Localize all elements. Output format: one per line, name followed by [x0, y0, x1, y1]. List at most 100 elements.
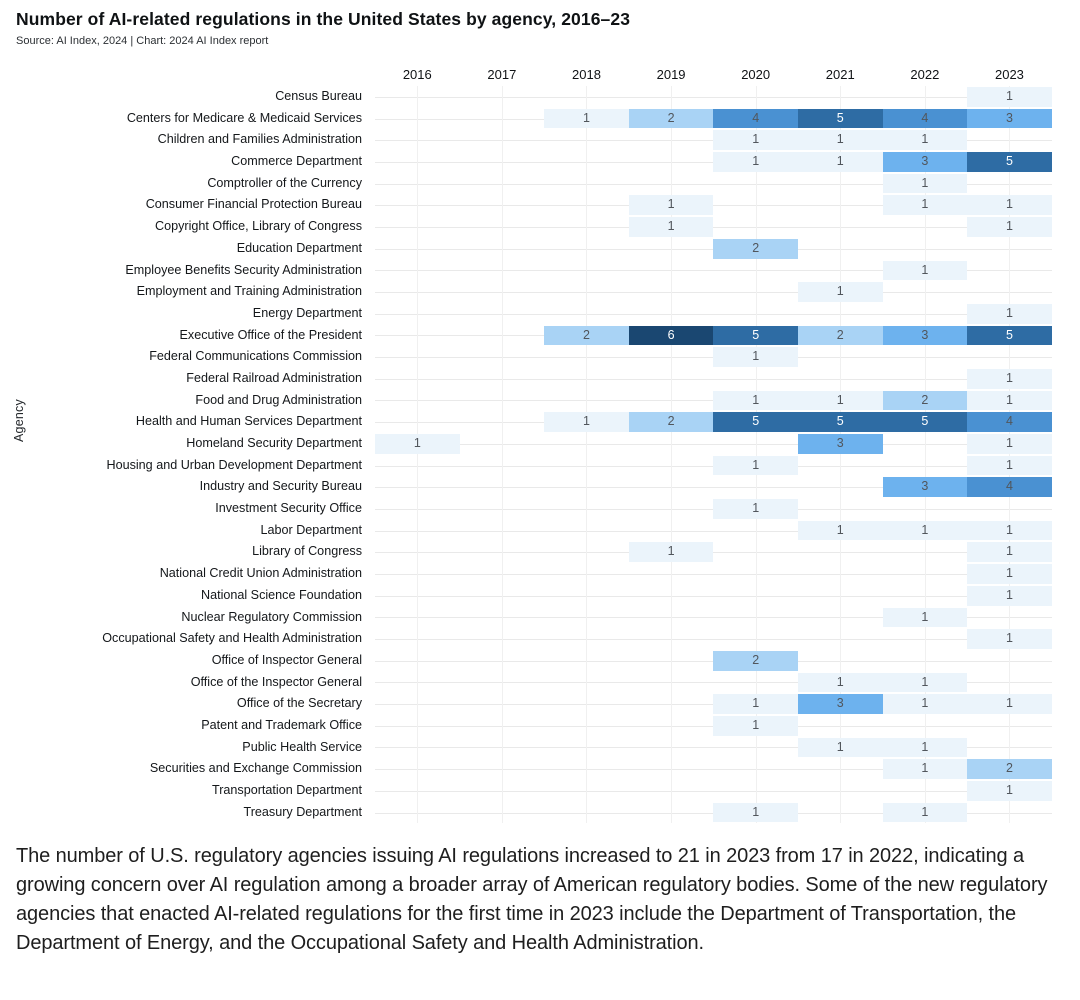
heatmap-cell-2020: 1: [713, 454, 798, 477]
heatmap-cell-2018: [544, 649, 629, 672]
agency-label: Treasury Department: [243, 804, 362, 819]
heatmap-cell-2021: [797, 346, 883, 368]
agency-label: Comptroller of the Currency: [207, 175, 362, 190]
agency-row: Patent and Trademark Office 1: [16, 714, 1064, 737]
heatmap-cell-2017: [459, 541, 545, 563]
agency-label: Transportation Department: [211, 783, 362, 797]
heatmap-cell-2017: [459, 584, 545, 607]
heatmap-cell-2020: [713, 259, 798, 282]
cell-value: 1: [967, 368, 1052, 389]
cell-value: 1: [882, 607, 968, 628]
heatmap-cell-2016: [375, 714, 460, 737]
cell-value: 1: [628, 217, 714, 237]
heatmap-cell-2016: [375, 584, 460, 607]
y-axis-label: Agency: [12, 399, 26, 442]
cell-value: 5: [967, 325, 1052, 346]
agency-row: Securities and Exchange Commission 1 2: [16, 758, 1064, 780]
heatmap-cell-2018: [544, 584, 629, 607]
agency-row: Public Health Service 1 1: [16, 736, 1064, 759]
heatmap-cell-2021: [797, 237, 883, 260]
heatmap-cell-2022: [882, 649, 968, 672]
heatmap-cell-2023: 1: [967, 541, 1052, 563]
heatmap-cell-2022: 1: [882, 259, 968, 282]
heatmap-cell-2021: [797, 649, 883, 672]
cell-value: 1: [967, 303, 1052, 324]
heatmap-cell-2019: [628, 584, 714, 607]
cell-value: 1: [967, 390, 1052, 411]
heatmap-cell-2018: [544, 281, 629, 303]
agency-row: Centers for Medicare & Medicaid Services…: [16, 107, 1064, 130]
heatmap-cell-2016: [375, 107, 460, 130]
heatmap-cell-2019: [628, 237, 714, 260]
heatmap-cell-2016: [375, 476, 460, 498]
heatmap-cell-2022: 1: [882, 194, 968, 216]
cell-value: 1: [882, 694, 968, 714]
heatmap-cell-2023: [967, 281, 1052, 303]
agency-row: Occupational Safety and Health Administr…: [16, 628, 1064, 650]
heatmap-cell-2021: [797, 367, 883, 390]
cell-value: 3: [797, 694, 883, 714]
heatmap-cell-2023: [967, 172, 1052, 195]
heatmap-cell-2023: [967, 346, 1052, 368]
cell-value: 1: [967, 455, 1052, 476]
heatmap-cell-2016: [375, 129, 460, 151]
heatmap-cell-2020: 1: [713, 151, 798, 173]
cell-value: 2: [797, 325, 883, 346]
heatmap-cell-2021: 1: [797, 671, 883, 694]
heatmap-cell-2016: [375, 606, 460, 629]
heatmap-cell-2019: 1: [628, 194, 714, 216]
heatmap-cell-2018: [544, 151, 629, 173]
heatmap-cell-2021: [797, 302, 883, 325]
year-header-2021: 2021: [825, 66, 855, 82]
heatmap-cell-2020: 5: [713, 411, 798, 433]
agency-label: Labor Department: [260, 522, 362, 537]
heatmap-cell-2017: [459, 433, 545, 455]
heatmap-cell-2023: 1: [967, 584, 1052, 607]
chart-title: Number of AI-related regulations in the …: [16, 9, 631, 29]
heatmap-cell-2018: [544, 476, 629, 498]
cell-value: 1: [544, 412, 629, 433]
heatmap-grid: Census Bureau 1 Centers for Medicare & Med…: [16, 86, 1064, 824]
heatmap-cell-2017: [459, 563, 545, 585]
heatmap-cell-2020: [713, 433, 798, 455]
heatmap-cell-2016: [375, 411, 460, 433]
cell-value: 1: [713, 455, 798, 476]
agency-row: Census Bureau 1: [16, 86, 1064, 108]
heatmap-cell-2016: [375, 302, 460, 325]
heatmap-cell-2021: [797, 454, 883, 477]
cell-value: 1: [967, 781, 1052, 801]
cell-value: 2: [967, 759, 1052, 780]
cell-value: 3: [797, 434, 883, 454]
cell-value: 1: [797, 672, 883, 693]
heatmap-cell-2017: [459, 454, 545, 477]
agency-row: Federal Communications Commission 1: [16, 346, 1064, 368]
heatmap-cell-2017: [459, 259, 545, 282]
heatmap-cell-2023: 4: [967, 476, 1052, 498]
heatmap-cell-2017: [459, 86, 545, 108]
cell-value: 3: [967, 108, 1052, 129]
heatmap-cell-2016: [375, 563, 460, 585]
heatmap-cell-2019: [628, 367, 714, 390]
heatmap-cell-2023: [967, 129, 1052, 151]
heatmap-cell-2021: [797, 584, 883, 607]
heatmap-cell-2019: 2: [628, 411, 714, 433]
heatmap-cell-2017: [459, 693, 545, 715]
cell-value: 1: [797, 282, 883, 302]
heatmap-cell-2021: [797, 628, 883, 650]
cell-value: 1: [544, 108, 629, 129]
agency-label: Census Bureau: [275, 89, 362, 103]
heatmap-cell-2020: [713, 671, 798, 694]
heatmap-cell-2019: [628, 758, 714, 780]
agency-label: Housing and Urban Development Department: [106, 457, 362, 472]
heatmap-cell-2019: [628, 433, 714, 455]
heatmap-cell-2017: [459, 519, 545, 542]
cell-value: 2: [713, 650, 798, 671]
heatmap-cell-2022: 1: [882, 129, 968, 151]
heatmap-cell-2021: [797, 714, 883, 737]
heatmap-cell-2019: [628, 129, 714, 151]
heatmap-cell-2020: [713, 584, 798, 607]
heatmap-cell-2016: 1: [375, 433, 460, 455]
heatmap-cell-2018: [544, 780, 629, 802]
heatmap-cell-2018: [544, 194, 629, 216]
heatmap-cell-2020: [713, 758, 798, 780]
